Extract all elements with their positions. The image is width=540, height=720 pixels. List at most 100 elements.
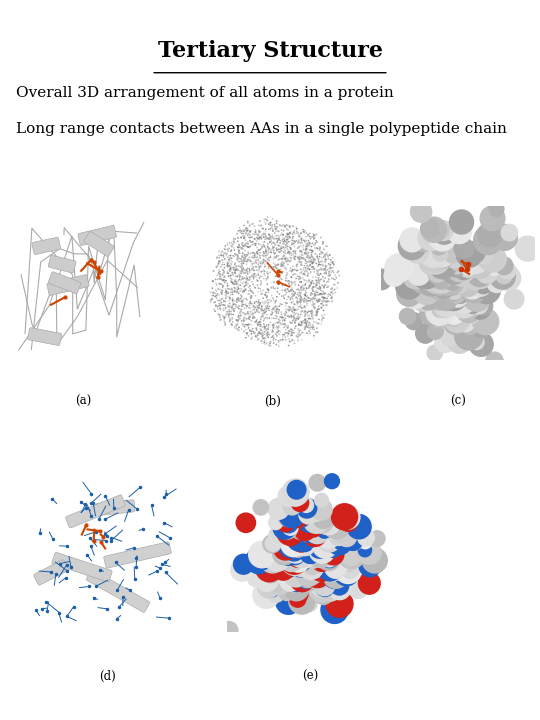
Point bbox=[286, 240, 294, 252]
Circle shape bbox=[272, 555, 290, 573]
Circle shape bbox=[451, 287, 477, 313]
Point bbox=[280, 279, 289, 291]
Point bbox=[243, 263, 252, 274]
Point bbox=[287, 311, 295, 323]
Point bbox=[306, 295, 314, 307]
Point bbox=[264, 287, 273, 298]
Point bbox=[283, 228, 292, 239]
Circle shape bbox=[421, 220, 439, 238]
Point bbox=[235, 241, 244, 253]
Circle shape bbox=[278, 507, 298, 526]
Point bbox=[208, 275, 217, 287]
Point bbox=[306, 256, 315, 267]
Circle shape bbox=[314, 578, 336, 600]
Point bbox=[305, 274, 314, 286]
Point bbox=[284, 321, 293, 333]
Point bbox=[306, 280, 315, 292]
Point bbox=[306, 233, 315, 244]
Point bbox=[270, 276, 279, 288]
Point bbox=[258, 327, 267, 338]
Point bbox=[244, 330, 253, 341]
Point bbox=[253, 318, 262, 330]
Point bbox=[314, 253, 322, 264]
Point bbox=[264, 246, 273, 258]
Point bbox=[235, 256, 244, 268]
Point bbox=[291, 251, 299, 263]
Point bbox=[300, 248, 308, 259]
Point bbox=[227, 254, 235, 266]
Point bbox=[240, 286, 248, 297]
Circle shape bbox=[415, 262, 442, 289]
Point bbox=[224, 301, 233, 312]
Point bbox=[312, 243, 320, 254]
Point bbox=[271, 223, 280, 235]
Point bbox=[287, 317, 295, 328]
Point bbox=[262, 330, 271, 342]
Point bbox=[224, 258, 232, 270]
Point bbox=[260, 336, 269, 348]
Point bbox=[249, 279, 258, 290]
Point bbox=[296, 246, 305, 257]
Point bbox=[284, 328, 293, 340]
Point bbox=[279, 318, 287, 330]
Point bbox=[310, 233, 319, 245]
Point bbox=[240, 276, 248, 287]
Point bbox=[320, 263, 328, 274]
Point bbox=[253, 279, 262, 291]
Point bbox=[228, 319, 237, 330]
Point bbox=[275, 219, 284, 230]
Point bbox=[296, 267, 305, 279]
Point bbox=[244, 268, 252, 279]
Point bbox=[293, 333, 302, 344]
Point bbox=[259, 223, 267, 235]
Point bbox=[313, 296, 321, 307]
Circle shape bbox=[287, 549, 309, 572]
Point bbox=[292, 235, 301, 247]
Point bbox=[235, 240, 244, 251]
Point bbox=[218, 285, 226, 297]
Point bbox=[272, 221, 281, 233]
Circle shape bbox=[456, 264, 474, 282]
Point bbox=[218, 288, 226, 300]
Point bbox=[241, 324, 250, 336]
Point bbox=[299, 241, 307, 253]
Point bbox=[234, 287, 243, 299]
Point bbox=[261, 323, 269, 334]
Circle shape bbox=[321, 596, 348, 624]
Point bbox=[284, 258, 292, 270]
Point bbox=[273, 320, 281, 332]
Point bbox=[296, 264, 305, 275]
Circle shape bbox=[325, 474, 340, 489]
Point bbox=[304, 305, 313, 317]
Point bbox=[307, 293, 315, 305]
Point bbox=[300, 235, 309, 247]
Circle shape bbox=[249, 541, 275, 568]
Point bbox=[254, 225, 263, 236]
Point bbox=[239, 267, 248, 279]
Circle shape bbox=[515, 236, 540, 261]
Point bbox=[316, 256, 325, 268]
Point bbox=[306, 328, 314, 339]
Point bbox=[314, 283, 322, 294]
Point bbox=[286, 227, 295, 238]
Circle shape bbox=[287, 488, 305, 506]
Point bbox=[245, 313, 254, 325]
Circle shape bbox=[323, 544, 344, 565]
Point bbox=[225, 271, 233, 282]
Point bbox=[247, 328, 256, 339]
Point bbox=[256, 252, 265, 264]
Circle shape bbox=[434, 293, 448, 307]
Point bbox=[289, 301, 298, 312]
Circle shape bbox=[301, 528, 314, 541]
Point bbox=[260, 236, 268, 248]
Point bbox=[220, 275, 229, 287]
Point bbox=[290, 307, 299, 318]
Point bbox=[253, 247, 261, 258]
Point bbox=[223, 280, 232, 292]
Circle shape bbox=[296, 534, 314, 552]
Point bbox=[320, 282, 328, 294]
Point bbox=[274, 243, 283, 255]
Circle shape bbox=[434, 248, 453, 268]
Point bbox=[288, 289, 297, 301]
Point bbox=[229, 298, 238, 310]
